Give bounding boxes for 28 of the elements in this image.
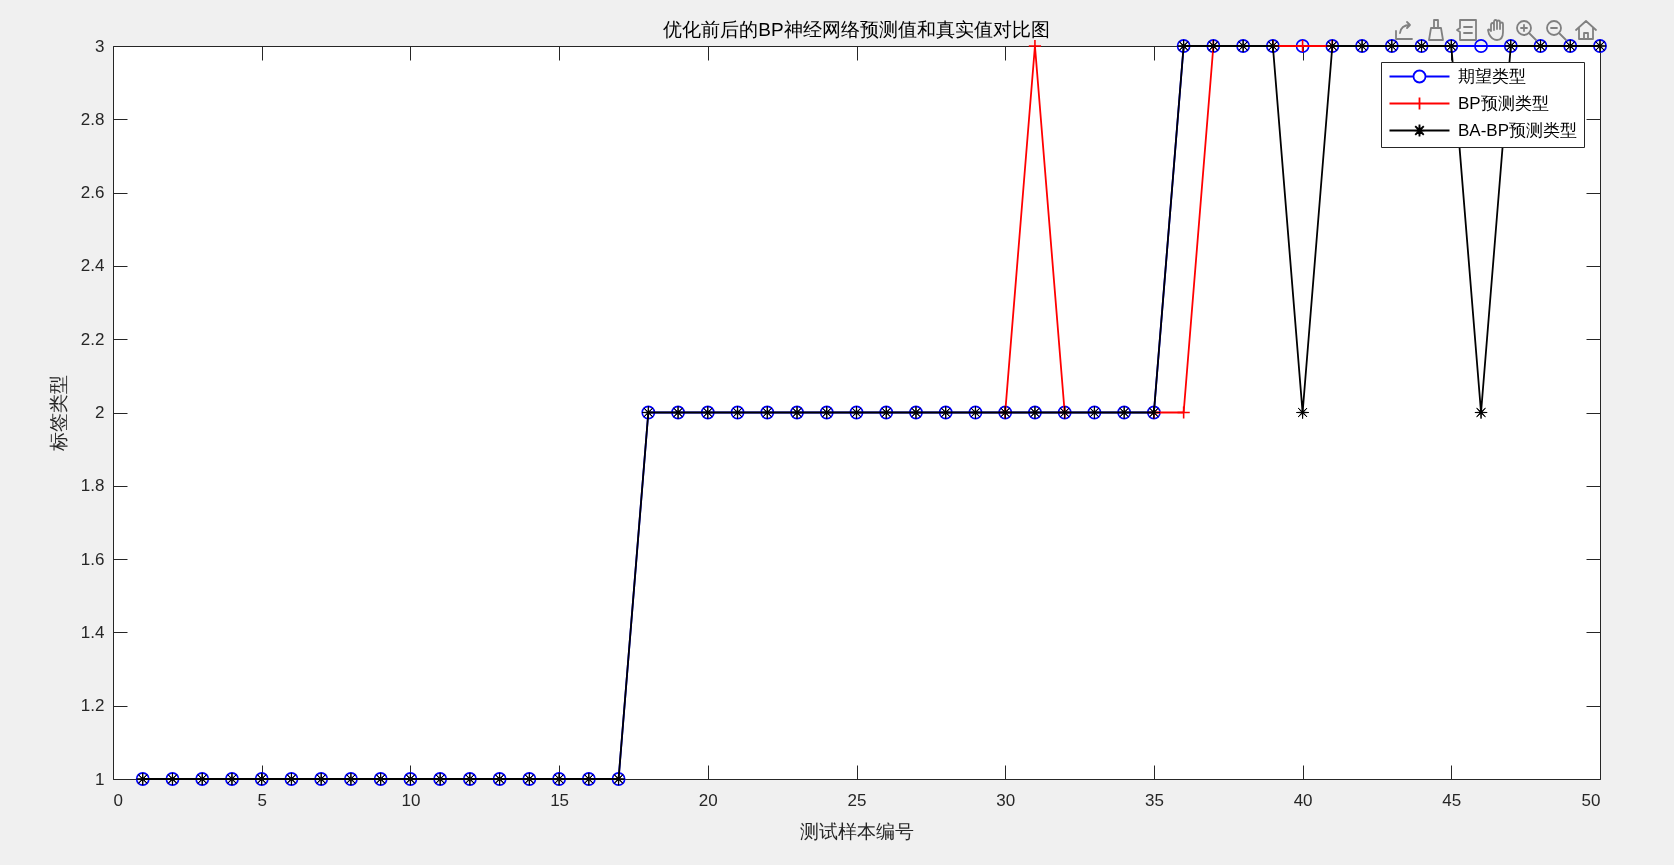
x-tick-label: 20 <box>698 790 718 810</box>
legend-label: 期望类型 <box>1458 66 1526 86</box>
y-tick-label: 2.8 <box>80 109 105 129</box>
y-tick-label: 2.6 <box>80 183 105 203</box>
y-tick-label: 1 <box>95 769 105 789</box>
y-axis-title: 标签类型 <box>47 375 69 452</box>
x-tick-label: 5 <box>257 790 267 810</box>
x-tick-label: 45 <box>1442 790 1462 810</box>
x-tick-label: 15 <box>550 790 570 810</box>
legend-label: BP预测类型 <box>1458 93 1549 113</box>
x-tick-label: 35 <box>1144 790 1164 810</box>
x-axis-title: 测试样本编号 <box>800 820 914 842</box>
y-tick-label: 3 <box>95 36 105 56</box>
x-tick-label: 10 <box>401 790 421 810</box>
y-tick-label: 2.2 <box>80 329 105 349</box>
legend-label: BA-BP预测类型 <box>1458 120 1578 140</box>
y-tick-label: 2 <box>95 403 105 422</box>
x-tick-label: 30 <box>996 790 1016 810</box>
y-tick-label: 1.6 <box>80 549 105 569</box>
x-tick-label: 0 <box>113 790 123 810</box>
y-tick-label: 1.8 <box>80 476 105 496</box>
x-tick-label: 50 <box>1581 790 1601 810</box>
y-tick-label: 1.4 <box>80 622 105 642</box>
x-tick-label: 40 <box>1293 790 1313 810</box>
x-tick-label: 25 <box>847 790 867 810</box>
y-tick-label: 1.2 <box>80 696 105 716</box>
y-tick-label: 2.4 <box>80 256 105 276</box>
chart-title: 优化前后的BP神经网络预测值和真实值对比图 <box>663 18 1050 40</box>
